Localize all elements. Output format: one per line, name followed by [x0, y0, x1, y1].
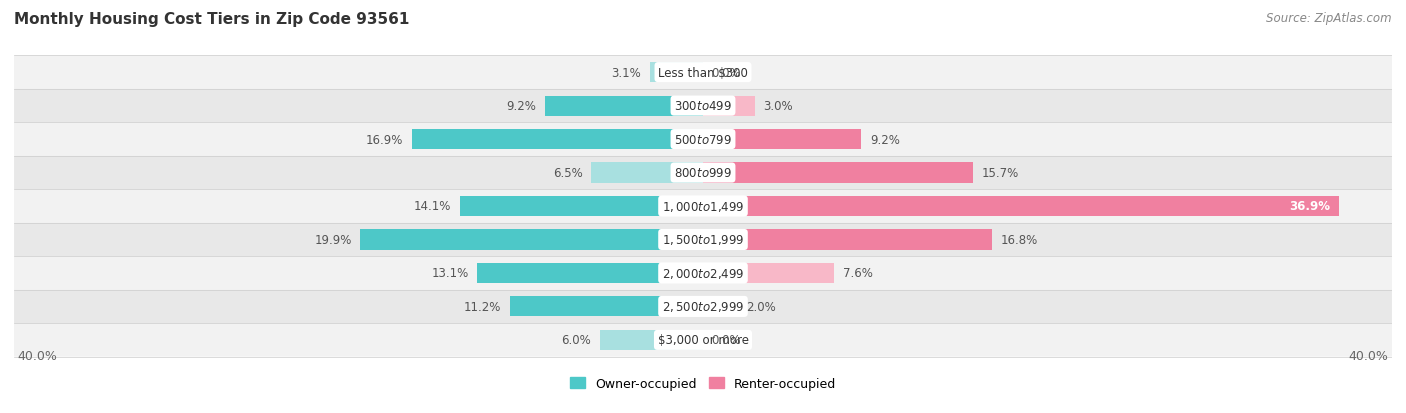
- Text: 0.0%: 0.0%: [711, 66, 741, 79]
- Text: 11.2%: 11.2%: [464, 300, 502, 313]
- Bar: [703, 96, 755, 116]
- Bar: [599, 330, 703, 350]
- Bar: [544, 96, 703, 116]
- FancyBboxPatch shape: [14, 223, 1392, 256]
- Text: 16.9%: 16.9%: [366, 133, 404, 146]
- Text: $300 to $499: $300 to $499: [673, 100, 733, 113]
- Text: $1,500 to $1,999: $1,500 to $1,999: [662, 233, 744, 247]
- FancyBboxPatch shape: [14, 290, 1392, 323]
- Text: Monthly Housing Cost Tiers in Zip Code 93561: Monthly Housing Cost Tiers in Zip Code 9…: [14, 12, 409, 27]
- FancyBboxPatch shape: [14, 190, 1392, 223]
- FancyBboxPatch shape: [14, 90, 1392, 123]
- Bar: [650, 63, 703, 83]
- Text: 36.9%: 36.9%: [1289, 200, 1330, 213]
- Text: 6.5%: 6.5%: [553, 166, 582, 180]
- Text: 7.6%: 7.6%: [842, 267, 872, 280]
- Text: $2,000 to $2,499: $2,000 to $2,499: [662, 266, 744, 280]
- FancyBboxPatch shape: [14, 123, 1392, 157]
- FancyBboxPatch shape: [14, 56, 1392, 90]
- Bar: [591, 163, 703, 183]
- Bar: [412, 130, 703, 150]
- Bar: [510, 297, 703, 317]
- Text: 0.0%: 0.0%: [711, 334, 741, 347]
- Legend: Owner-occupied, Renter-occupied: Owner-occupied, Renter-occupied: [565, 372, 841, 395]
- FancyBboxPatch shape: [14, 256, 1392, 290]
- Text: 13.1%: 13.1%: [432, 267, 468, 280]
- Text: $3,000 or more: $3,000 or more: [658, 334, 748, 347]
- Text: 9.2%: 9.2%: [506, 100, 536, 113]
- Text: $800 to $999: $800 to $999: [673, 166, 733, 180]
- FancyBboxPatch shape: [14, 323, 1392, 357]
- Text: $500 to $799: $500 to $799: [673, 133, 733, 146]
- Bar: [703, 197, 1339, 216]
- Text: 16.8%: 16.8%: [1001, 233, 1038, 247]
- Text: 15.7%: 15.7%: [981, 166, 1019, 180]
- Bar: [703, 130, 862, 150]
- Text: $2,500 to $2,999: $2,500 to $2,999: [662, 300, 744, 313]
- Bar: [703, 163, 973, 183]
- Bar: [460, 197, 703, 216]
- Text: 9.2%: 9.2%: [870, 133, 900, 146]
- Bar: [703, 297, 738, 317]
- Text: 6.0%: 6.0%: [561, 334, 591, 347]
- Text: 19.9%: 19.9%: [315, 233, 352, 247]
- Bar: [703, 230, 993, 250]
- Bar: [703, 263, 834, 283]
- Text: 2.0%: 2.0%: [747, 300, 776, 313]
- Bar: [360, 230, 703, 250]
- Text: 3.1%: 3.1%: [612, 66, 641, 79]
- Text: Less than $300: Less than $300: [658, 66, 748, 79]
- Text: 3.0%: 3.0%: [763, 100, 793, 113]
- Text: 40.0%: 40.0%: [17, 349, 58, 362]
- Text: 14.1%: 14.1%: [415, 200, 451, 213]
- Bar: [478, 263, 703, 283]
- Text: $1,000 to $1,499: $1,000 to $1,499: [662, 199, 744, 214]
- Text: 40.0%: 40.0%: [1348, 349, 1389, 362]
- Text: Source: ZipAtlas.com: Source: ZipAtlas.com: [1267, 12, 1392, 25]
- FancyBboxPatch shape: [14, 157, 1392, 190]
